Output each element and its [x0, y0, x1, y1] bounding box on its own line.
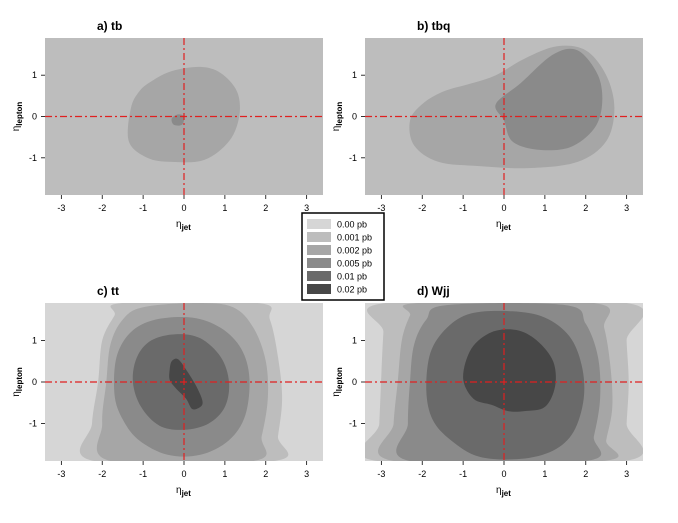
y-tick-label: 0: [352, 377, 357, 387]
x-tick-label: 1: [542, 203, 547, 213]
x-tick-label: 2: [263, 469, 268, 479]
x-tick-label: 2: [583, 203, 588, 213]
legend-swatch: [307, 219, 331, 229]
x-tick-label: -3: [57, 203, 65, 213]
y-axis-label: ηlepton: [331, 367, 344, 397]
x-axis-label: ηjet: [496, 485, 511, 498]
y-axis-label: ηlepton: [11, 102, 24, 132]
x-tick-label: -3: [377, 469, 385, 479]
x-tick-label: -1: [459, 469, 467, 479]
x-tick-label: 0: [181, 469, 186, 479]
x-tick-label: 2: [263, 203, 268, 213]
panel-title: d) Wjj: [417, 284, 450, 298]
x-tick-label: 1: [222, 203, 227, 213]
panel-4: -3 -2 -1 0 1 2 3 1 0 -1 d) Wjj ηjet ηlepton: [331, 284, 643, 498]
legend-label: 0.01 pb: [337, 272, 367, 282]
legend-label: 0.001 pb: [337, 233, 372, 243]
x-tick-label: -3: [57, 469, 65, 479]
x-tick-label: -3: [377, 203, 385, 213]
x-tick-label: -1: [139, 203, 147, 213]
x-tick-label: -1: [139, 469, 147, 479]
y-tick-label: 0: [352, 112, 357, 122]
x-tick-label: 3: [624, 203, 629, 213]
panel-title: c) tt: [97, 284, 119, 298]
x-axis-label: ηjet: [496, 219, 511, 232]
x-tick-label: -2: [418, 203, 426, 213]
contour-region: [169, 358, 203, 410]
contour-region: [463, 329, 556, 412]
panel-1: -3 -2 -1 0 1 2 3 1 0 -1 a) tb ηjet ηlepton: [11, 19, 323, 232]
legend-label: 0.002 pb: [337, 246, 372, 256]
x-tick-label: -1: [459, 203, 467, 213]
panel-3: -3 -2 -1 0 1 2 3 1 0 -1 c) tt ηjet ηlepton: [11, 284, 323, 498]
contour-regions: [409, 45, 615, 169]
panel-title: a) tb: [97, 19, 122, 33]
contour-region: [495, 48, 603, 151]
y-tick-label: -1: [29, 419, 37, 429]
legend-label: 0.02 pb: [337, 285, 367, 295]
legend: 0.00 pb 0.001 pb 0.002 pb 0.005 pb 0.01 pb 0.…: [301, 212, 385, 301]
y-tick-label: 1: [32, 335, 37, 345]
panels: -3 -2 -1 0 1 2 3 1 0 -1 a) tb ηjet ηlepton -3 -2 -1 0 1 2 3…: [11, 19, 643, 498]
x-tick-label: 3: [304, 203, 309, 213]
x-tick-label: 3: [624, 469, 629, 479]
y-tick-label: 1: [352, 70, 357, 80]
x-tick-label: 2: [583, 469, 588, 479]
x-tick-label: 1: [222, 469, 227, 479]
y-axis-label: ηlepton: [331, 102, 344, 132]
x-tick-label: 0: [181, 203, 186, 213]
x-axis-label: ηjet: [176, 219, 191, 232]
x-tick-label: -2: [418, 469, 426, 479]
contour-region: [171, 114, 185, 126]
legend-swatch: [307, 258, 331, 268]
y-tick-label: -1: [349, 153, 357, 163]
legend-label: 0.005 pb: [337, 259, 372, 269]
legend-label: 0.00 pb: [337, 220, 367, 230]
y-tick-label: -1: [29, 153, 37, 163]
x-axis-label: ηjet: [176, 485, 191, 498]
panel-2: -3 -2 -1 0 1 2 3 1 0 -1 b) tbq ηjet ηlepton: [331, 19, 643, 232]
y-tick-label: 0: [32, 112, 37, 122]
x-tick-label: -2: [98, 203, 106, 213]
x-tick-label: 1: [542, 469, 547, 479]
x-tick-label: 3: [304, 469, 309, 479]
panel-title: b) tbq: [417, 19, 450, 33]
y-axis-label: ηlepton: [11, 367, 24, 397]
legend-swatch: [307, 284, 331, 294]
y-tick-label: -1: [349, 419, 357, 429]
x-tick-label: 0: [501, 469, 506, 479]
legend-swatch: [307, 271, 331, 281]
legend-swatch: [307, 232, 331, 242]
y-tick-label: 1: [32, 70, 37, 80]
x-tick-label: 0: [501, 203, 506, 213]
x-tick-label: -2: [98, 469, 106, 479]
y-tick-label: 1: [352, 335, 357, 345]
legend-swatch: [307, 245, 331, 255]
y-tick-label: 0: [32, 377, 37, 387]
